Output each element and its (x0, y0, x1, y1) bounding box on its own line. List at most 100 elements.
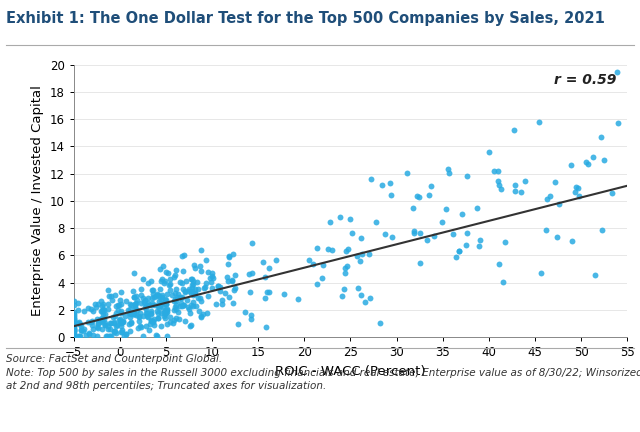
Point (97, 314, 107, 321)
Point (68, 314, 79, 321)
Point (176, 299, 186, 306)
Point (130, 301, 140, 308)
Point (222, 273, 232, 280)
Point (143, 295, 153, 302)
Point (97, 325, 107, 332)
Point (111, 302, 122, 309)
Text: Exhibit 1: The One Dollar Test for the Top 500 Companies by Sales, 2021: Exhibit 1: The One Dollar Test for the T… (6, 11, 605, 26)
Point (612, 119, 623, 126)
Point (152, 308, 162, 314)
Point (68, 320, 79, 327)
Point (188, 278, 198, 285)
Point (68, 319, 79, 326)
Point (111, 310, 122, 317)
Point (102, 322, 113, 329)
Point (174, 316, 184, 323)
Point (120, 331, 131, 338)
Point (116, 328, 127, 335)
Point (205, 279, 216, 286)
Point (160, 278, 170, 285)
Point (148, 322, 159, 329)
Point (554, 200, 564, 207)
Point (138, 276, 148, 283)
Point (124, 309, 134, 316)
Point (262, 289, 272, 296)
Point (171, 302, 181, 309)
Point (200, 257, 211, 264)
Point (97, 316, 108, 323)
Point (156, 297, 166, 304)
Point (612, 68, 622, 75)
Point (93, 321, 103, 327)
Point (141, 312, 152, 319)
Point (203, 292, 213, 299)
Point (177, 303, 188, 310)
Point (140, 297, 150, 304)
Point (111, 322, 121, 329)
Point (157, 291, 167, 298)
Point (103, 301, 113, 308)
Point (366, 176, 376, 183)
Point (440, 205, 451, 212)
Point (597, 226, 607, 233)
Point (100, 321, 110, 328)
Point (223, 260, 233, 267)
Point (188, 299, 198, 305)
Point (341, 248, 351, 254)
Point (91, 304, 101, 311)
Point (227, 299, 237, 306)
Point (129, 294, 140, 301)
Point (227, 276, 237, 283)
Point (136, 286, 147, 292)
Point (107, 296, 117, 303)
Point (83, 319, 93, 326)
Point (108, 314, 118, 321)
Point (173, 308, 184, 315)
Point (97, 311, 108, 318)
Point (103, 326, 113, 333)
Point (176, 295, 186, 302)
Point (213, 283, 223, 289)
Point (246, 312, 257, 319)
Point (189, 261, 200, 268)
Point (115, 316, 125, 323)
Point (68, 310, 79, 317)
Point (143, 302, 154, 308)
Point (141, 301, 151, 308)
Point (102, 286, 113, 293)
Point (155, 286, 165, 292)
Point (190, 289, 200, 296)
Point (127, 311, 138, 318)
Point (403, 170, 413, 177)
Point (109, 327, 120, 334)
Point (129, 293, 140, 300)
Point (179, 302, 189, 309)
Point (69, 315, 79, 322)
Point (109, 319, 119, 326)
Point (86, 318, 97, 325)
Point (355, 258, 365, 265)
Point (163, 270, 173, 276)
Point (76, 323, 86, 330)
Point (124, 321, 134, 327)
Point (163, 291, 173, 298)
Point (95, 315, 105, 322)
Point (264, 264, 274, 271)
Point (170, 271, 180, 278)
Point (83, 305, 93, 311)
Point (188, 282, 198, 289)
Point (98, 306, 108, 313)
Point (100, 321, 111, 328)
Point (113, 306, 124, 313)
Point (353, 285, 364, 292)
Point (156, 277, 166, 284)
Point (451, 254, 461, 260)
Point (598, 156, 609, 163)
Point (146, 317, 156, 324)
Point (116, 326, 127, 333)
Point (340, 265, 350, 272)
Point (68, 321, 79, 328)
Point (228, 251, 238, 258)
Point (147, 302, 157, 308)
Point (97, 303, 107, 310)
